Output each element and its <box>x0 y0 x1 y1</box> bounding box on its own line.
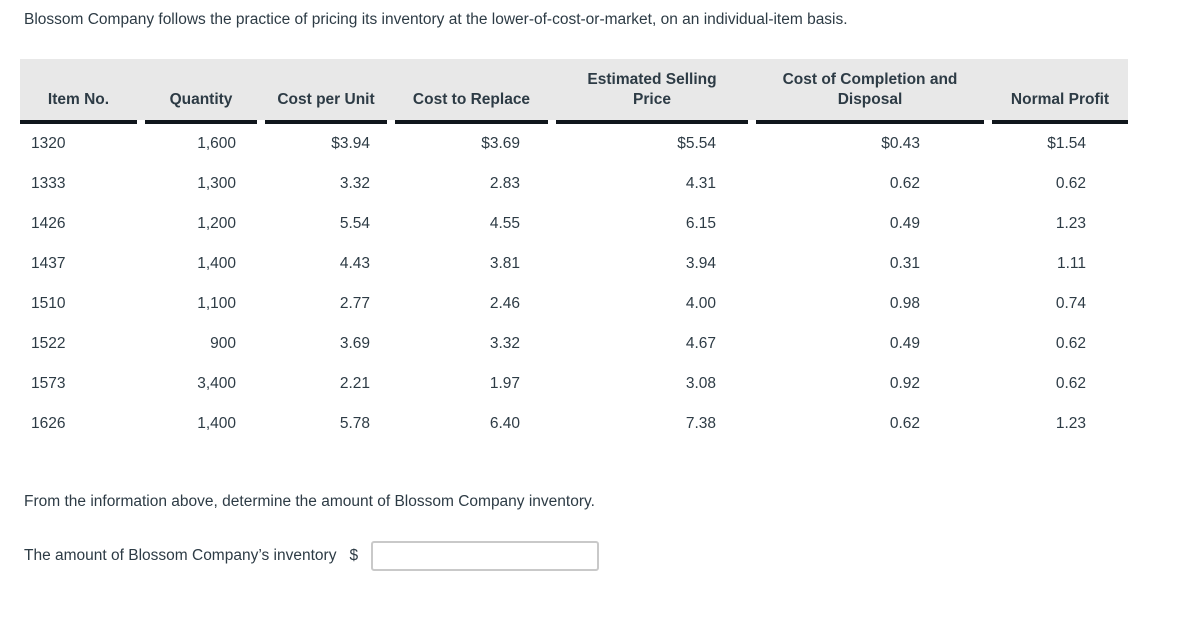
header-underline-segment <box>556 119 748 124</box>
column-header-normal-profit: Normal Profit <box>1010 91 1110 109</box>
table-cell: 1426 <box>31 214 66 232</box>
table-cell: 0.74 <box>1055 294 1086 312</box>
table-cell: 1,200 <box>197 214 236 232</box>
table-cell: 3.32 <box>339 174 370 192</box>
header-row: Item No. Quantity Cost per Unit Cost to … <box>20 58 1128 120</box>
table-cell: 4.43 <box>339 254 370 272</box>
table-cell: $1.54 <box>1047 134 1086 152</box>
table-cell: 0.62 <box>1055 374 1086 392</box>
table-cell: 1522 <box>31 334 66 352</box>
inventory-amount-input[interactable] <box>371 541 600 572</box>
intro-text: Blossom Company follows the practice of … <box>24 11 848 28</box>
table-cell: 5.54 <box>339 214 370 232</box>
header-underline <box>20 119 1128 124</box>
header-underline-segment <box>756 119 984 124</box>
table-cell: 3,400 <box>197 374 236 392</box>
table-cell: 0.62 <box>1055 334 1086 352</box>
table-cell: 2.46 <box>489 294 520 312</box>
table-cell: $0.43 <box>881 134 920 152</box>
table-cell: 3.81 <box>489 254 520 272</box>
table-cell: 1.23 <box>1055 214 1086 232</box>
table-cell: 2.83 <box>489 174 520 192</box>
table-cell: $5.54 <box>677 134 716 152</box>
table-cell: 1,400 <box>197 254 236 272</box>
table-cell: 0.98 <box>889 294 920 312</box>
column-header-cost-of-completion-and-disposal: Cost of Completion and Disposal <box>782 71 958 109</box>
table-cell: 2.77 <box>339 294 370 312</box>
column-header-cost-to-replace: Cost to Replace <box>412 91 531 109</box>
table-cell: 5.78 <box>339 414 370 432</box>
table-row: 1510 1,100 2.77 2.46 4.00 0.98 0.74 <box>20 284 1128 324</box>
question-text: From the information above, determine th… <box>24 492 595 510</box>
table-row: 1437 1,400 4.43 3.81 3.94 0.31 1.11 <box>20 244 1128 284</box>
table-cell: 0.49 <box>889 214 920 232</box>
column-header-estimated-selling-price: Estimated Selling Price <box>587 71 717 109</box>
table-cell: $3.69 <box>481 134 520 152</box>
inventory-table: Item No. Quantity Cost per Unit Cost to … <box>20 58 1128 444</box>
table-cell: 900 <box>210 334 236 352</box>
table-cell: 6.40 <box>489 414 520 432</box>
table-cell: 0.62 <box>1055 174 1086 192</box>
table-row: 1522 900 3.69 3.32 4.67 0.49 0.62 <box>20 324 1128 364</box>
header-underline-segment <box>992 119 1128 124</box>
table-cell: 6.15 <box>685 214 716 232</box>
table-cell: 1,600 <box>197 134 236 152</box>
table-cell: 0.92 <box>889 374 920 392</box>
header-underline-segment <box>20 119 137 124</box>
table-cell: 1333 <box>31 174 66 192</box>
table-row: 1320 1,600 $3.94 $3.69 $5.54 $0.43 $1.54 <box>20 124 1128 164</box>
table-row: 1573 3,400 2.21 1.97 3.08 0.92 0.62 <box>20 364 1128 404</box>
table-cell: 1.23 <box>1055 414 1086 432</box>
table-cell: 1,400 <box>197 414 236 432</box>
table-body: 1320 1,600 $3.94 $3.69 $5.54 $0.43 $1.54 1333 1,… <box>20 124 1128 444</box>
table-cell: 3.08 <box>685 374 716 392</box>
table-cell: 4.67 <box>685 334 716 352</box>
header-underline-segment <box>395 119 548 124</box>
table-cell: 3.69 <box>339 334 370 352</box>
dollar-sign: $ <box>349 547 359 565</box>
table-cell: 1.97 <box>489 374 520 392</box>
table-row: 1333 1,300 3.32 2.83 4.31 0.62 0.62 <box>20 164 1128 204</box>
table-cell: 0.31 <box>889 254 920 272</box>
table-cell: 3.32 <box>489 334 520 352</box>
table-cell: 1437 <box>31 254 66 272</box>
table-cell: 4.55 <box>489 214 520 232</box>
table-cell: 1626 <box>31 414 66 432</box>
table-cell: 2.21 <box>339 374 370 392</box>
table-cell: 1.11 <box>1056 254 1086 272</box>
table-cell: 4.31 <box>685 174 716 192</box>
table-cell: 1320 <box>31 134 66 152</box>
table-cell: 3.94 <box>685 254 716 272</box>
answer-row: The amount of Blossom Company’s inventor… <box>24 541 1188 572</box>
table-cell: $3.94 <box>331 134 370 152</box>
table-cell: 7.38 <box>685 414 716 432</box>
table-cell: 0.62 <box>889 414 920 432</box>
table-cell: 0.62 <box>889 174 920 192</box>
answer-label: The amount of Blossom Company’s inventor… <box>24 547 337 565</box>
column-header-cost-per-unit: Cost per Unit <box>277 91 375 109</box>
table-row: 1426 1,200 5.54 4.55 6.15 0.49 1.23 <box>20 204 1128 244</box>
header-underline-segment <box>145 119 257 124</box>
table-row: 1626 1,400 5.78 6.40 7.38 0.62 1.23 <box>20 404 1128 444</box>
table-cell: 4.00 <box>685 294 716 312</box>
table-cell: 1,100 <box>197 294 236 312</box>
table-cell: 1,300 <box>197 174 236 192</box>
table-cell: 0.49 <box>889 334 920 352</box>
column-header-quantity: Quantity <box>169 91 233 109</box>
column-header-item-no: Item No. <box>47 91 110 109</box>
header-underline-segment <box>265 119 387 124</box>
table-cell: 1510 <box>31 294 66 312</box>
table-cell: 1573 <box>31 374 66 392</box>
